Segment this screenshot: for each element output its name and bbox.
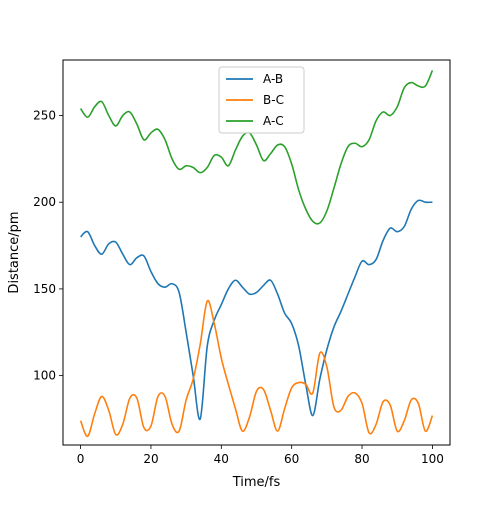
y-tick-label: 150 bbox=[33, 282, 56, 296]
series-line-b-c bbox=[79, 299, 434, 438]
x-tick-label: 80 bbox=[354, 452, 369, 466]
x-tick-label: 40 bbox=[214, 452, 229, 466]
legend-label-a-b: A-B bbox=[263, 72, 283, 86]
legend-label-b-c: B-C bbox=[263, 93, 284, 107]
y-axis-label: Distance/pm bbox=[7, 211, 22, 293]
x-tick-label: 100 bbox=[421, 452, 444, 466]
y-tick-label: 100 bbox=[33, 369, 56, 383]
legend-box bbox=[218, 66, 305, 134]
series-line-a-b bbox=[80, 199, 433, 420]
series-line-a-c bbox=[79, 70, 434, 225]
legend: A-B B-C A-C bbox=[218, 66, 305, 134]
plot-frame bbox=[62, 59, 451, 446]
ticks-layer: 0 20 40 60 80 100 100 150 200 250 bbox=[33, 108, 444, 466]
x-tick-label: 60 bbox=[284, 452, 299, 466]
y-tick-label: 250 bbox=[33, 108, 56, 122]
x-axis-label: Time/fs bbox=[232, 475, 281, 490]
series-layer bbox=[79, 70, 434, 438]
legend-label-a-c: A-C bbox=[263, 114, 284, 128]
x-tick-label: 0 bbox=[77, 452, 85, 466]
y-tick-label: 200 bbox=[33, 195, 56, 209]
x-tick-label: 20 bbox=[143, 452, 158, 466]
